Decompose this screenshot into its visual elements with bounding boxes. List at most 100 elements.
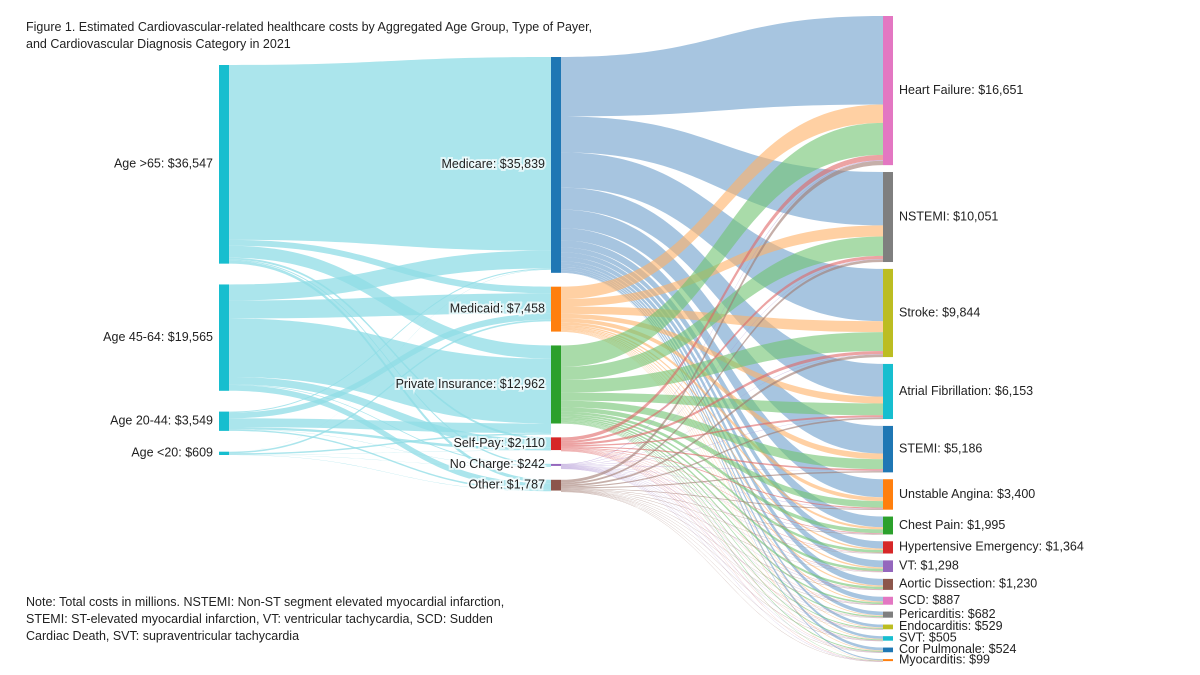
diagnosis-node-nstemi [883, 172, 893, 263]
link-private-he [561, 414, 883, 553]
diagnosis-node-stemi [883, 425, 893, 473]
link-medicaid-svt [561, 330, 883, 640]
link-selfpay-stemi [561, 446, 883, 471]
link-nocharge-he [561, 466, 883, 554]
diagnosis-label-ua: Unstable Angina: $3,400 [899, 487, 1035, 501]
link-nocharge-stemi [561, 465, 883, 472]
link-medicare-afib [561, 187, 883, 397]
link-selfpay-ua [561, 447, 883, 509]
link-medicaid-hf [561, 104, 883, 300]
link-selfpay-scd [561, 449, 883, 605]
link-private-nstemi [561, 236, 883, 380]
diagnosis-label-ad: Aortic Dissection: $1,230 [899, 577, 1037, 591]
link-other-stroke [561, 354, 883, 487]
link-other-nstemi [561, 259, 883, 485]
link-other-ad [561, 489, 883, 591]
link-nocharge-myo [561, 468, 883, 662]
link-age20-other [229, 429, 551, 491]
link-selfpay-hf [561, 154, 883, 441]
link-other-scd [561, 490, 883, 606]
link-other-endo [561, 490, 883, 630]
link-medicaid-cp [561, 324, 883, 530]
link-medicaid-endo [561, 330, 883, 628]
link-medicare-stemi [561, 209, 883, 454]
link-age0-other [229, 454, 551, 492]
link-medicaid-vt [561, 327, 883, 569]
link-nocharge-hf [561, 160, 883, 465]
link-age45-private [229, 318, 551, 424]
link-age0-nocharge [229, 454, 551, 468]
link-age45-medicaid [229, 293, 551, 319]
link-selfpay-nstemi [561, 255, 883, 443]
link-other-peri [561, 490, 883, 619]
link-age20-medicare [229, 268, 551, 413]
link-private-endo [561, 421, 883, 629]
link-selfpay-cp [561, 448, 883, 534]
diagnosis-label-stroke: Stroke: $9,844 [899, 305, 980, 319]
link-nocharge-svt [561, 468, 883, 641]
link-private-myo [561, 423, 883, 662]
diagnosis-label-stemi: STEMI: $5,186 [899, 441, 982, 455]
diagnosis-node-he [883, 541, 893, 554]
link-medicare-svt [561, 268, 883, 639]
payer-node-other [551, 479, 561, 491]
link-nocharge-cp [561, 466, 883, 535]
link-age65-medicaid [229, 239, 551, 294]
link-medicare-corp [561, 270, 883, 651]
link-other-cp [561, 488, 883, 535]
link-private-hf [561, 122, 883, 367]
link-private-afib [561, 392, 883, 416]
diagnosis-node-ua [883, 479, 893, 510]
link-other-stemi [561, 471, 883, 489]
diagnosis-label-svt: SVT: $505 [899, 631, 957, 645]
link-other-hf [561, 160, 883, 483]
payer-node-private [551, 345, 561, 424]
link-private-stroke [561, 332, 883, 393]
sankey-nodes [219, 16, 893, 662]
diagnosis-node-hf [883, 16, 893, 166]
link-other-corp [561, 491, 883, 653]
age-label-age20: Age 20-44: $3,549 [110, 414, 213, 428]
payer-label-medicaid: Medicaid: $7,458 [450, 301, 545, 315]
link-nocharge-corp [561, 468, 883, 653]
figure-caption: Figure 1. Estimated Cardiovascular-relat… [26, 20, 593, 51]
age-label-age65: Age >65: $36,547 [114, 157, 213, 171]
payer-label-other: Other: $1,787 [469, 477, 545, 491]
link-medicaid-ua [561, 322, 883, 502]
figure-note: Note: Total costs in millions. NSTEMI: N… [26, 595, 505, 643]
link-medicaid-stroke [561, 306, 883, 333]
link-other-myo [561, 491, 883, 662]
link-selfpay-svt [561, 450, 883, 641]
diagnosis-node-svt [883, 636, 893, 641]
link-nocharge-afib [561, 417, 883, 466]
payer-node-medicare [551, 57, 561, 273]
payer-node-nocharge [551, 463, 561, 466]
link-age0-medicare [229, 269, 551, 452]
diagnosis-label-nstemi: NSTEMI: $10,051 [899, 209, 998, 223]
link-private-cp [561, 411, 883, 534]
diagnosis-label-hf: Heart Failure: $16,651 [899, 83, 1023, 97]
link-nocharge-ad [561, 466, 883, 590]
link-age20-nocharge [229, 429, 551, 467]
link-selfpay-endo [561, 450, 883, 630]
link-private-vt [561, 416, 883, 572]
diagnosis-label-vt: VT: $1,298 [899, 558, 959, 572]
link-nocharge-vt [561, 466, 883, 572]
link-medicaid-myo [561, 331, 883, 661]
link-age20-medicaid [229, 313, 551, 419]
link-selfpay-afib [561, 415, 883, 447]
diagnosis-node-corp [883, 647, 893, 653]
link-age0-private [229, 433, 551, 455]
link-medicare-peri [561, 264, 883, 616]
link-other-ua [561, 488, 883, 510]
payer-node-selfpay [551, 437, 561, 451]
link-age45-other [229, 385, 551, 490]
age-node-age0 [219, 451, 229, 455]
link-medicare-cp [561, 240, 883, 528]
link-selfpay-peri [561, 449, 883, 618]
sankey-labels: Age >65: $36,547 Age 45-64: $19,565 Age 20… [103, 83, 1084, 667]
age-node-age65 [219, 65, 229, 264]
diagnosis-label-corp: Cor Pulmonale: $524 [899, 642, 1016, 656]
link-medicare-myo [561, 272, 883, 661]
